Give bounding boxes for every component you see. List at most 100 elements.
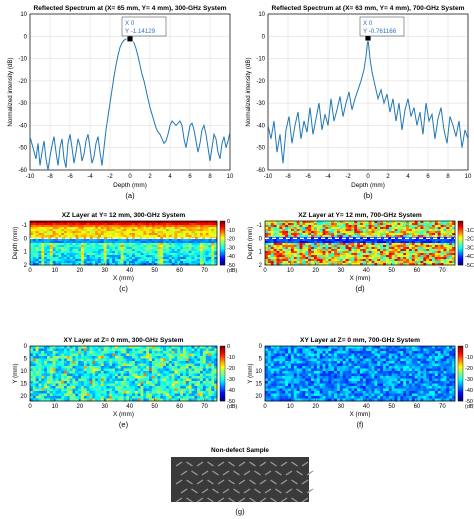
heatmap-cell bbox=[183, 383, 187, 387]
heatmap-cell bbox=[394, 247, 398, 250]
axes-frame bbox=[29, 345, 218, 402]
heatmap-cell bbox=[208, 363, 212, 367]
heatmap-cell bbox=[35, 241, 39, 244]
heatmap-cell bbox=[100, 346, 105, 349]
heatmap-cell bbox=[270, 221, 275, 224]
heatmap-cell bbox=[339, 261, 344, 264]
heatmap-cell bbox=[411, 351, 416, 354]
colorbar-segment bbox=[458, 253, 463, 256]
heatmap-cell bbox=[157, 245, 161, 248]
heatmap-cell bbox=[115, 351, 119, 354]
heatmap-cell bbox=[197, 381, 201, 384]
heatmap-cell bbox=[81, 223, 85, 226]
heatmap-cell bbox=[151, 351, 156, 354]
heatmap-cell bbox=[69, 257, 73, 260]
heatmap-cell bbox=[434, 346, 439, 349]
colorbar-segment bbox=[220, 369, 225, 372]
heatmap-cell bbox=[64, 378, 68, 382]
heatmap-cell bbox=[285, 223, 289, 226]
heatmap-cell bbox=[100, 378, 105, 382]
heatmap-cell bbox=[431, 241, 436, 244]
heatmap-cell bbox=[61, 255, 65, 258]
heatmap-cell bbox=[357, 255, 361, 258]
heatmap-cell bbox=[64, 346, 68, 349]
heatmap-cell bbox=[109, 346, 113, 349]
axes-frame bbox=[264, 220, 456, 266]
heatmap-cell bbox=[311, 247, 315, 250]
heatmap-cell bbox=[205, 231, 209, 234]
heatmap-cell bbox=[47, 398, 51, 402]
heatmap-cell bbox=[417, 245, 421, 248]
y-tick-label: -10 bbox=[18, 57, 27, 63]
heatmap-cell bbox=[446, 227, 450, 230]
heatmap-cell bbox=[140, 361, 144, 364]
heatmap-cell bbox=[276, 346, 280, 349]
heatmap-cell bbox=[180, 388, 184, 392]
heatmap-cell bbox=[362, 223, 367, 226]
heatmap-cell bbox=[157, 381, 161, 384]
heatmap-cell bbox=[100, 223, 105, 226]
heatmap-cell bbox=[431, 225, 436, 228]
heatmap-cell bbox=[49, 358, 54, 362]
heatmap-cell bbox=[109, 223, 113, 226]
heatmap-cell bbox=[420, 231, 424, 234]
heatmap-cell bbox=[288, 243, 292, 246]
heatmap-cell bbox=[95, 381, 99, 384]
heatmap-cell bbox=[140, 231, 144, 234]
heatmap-cell bbox=[368, 346, 372, 349]
heatmap-cell bbox=[276, 251, 280, 254]
heatmap-cell bbox=[197, 247, 201, 250]
heatmap-cell bbox=[383, 221, 387, 224]
colorbar-segment bbox=[220, 263, 225, 266]
heatmap-cell bbox=[360, 251, 364, 254]
heatmap-cell bbox=[168, 257, 173, 260]
heatmap-cell bbox=[140, 259, 144, 262]
heatmap-cell bbox=[103, 383, 107, 387]
heatmap-cell bbox=[44, 223, 48, 226]
heatmap-cell bbox=[168, 233, 173, 236]
heatmap-cell bbox=[89, 245, 93, 248]
heatmap-cell bbox=[449, 241, 453, 244]
heatmap-cell bbox=[137, 353, 141, 357]
heatmap-cell bbox=[160, 239, 164, 242]
heatmap-cell bbox=[137, 361, 141, 364]
heatmap-cell bbox=[38, 361, 42, 364]
heatmap-cell bbox=[351, 235, 355, 238]
heatmap-cell bbox=[95, 391, 99, 394]
heatmap-cell bbox=[98, 358, 102, 362]
heatmap-cell bbox=[69, 358, 73, 362]
heatmap-cell bbox=[151, 371, 156, 374]
heatmap-cell bbox=[397, 255, 401, 258]
heatmap-cell bbox=[106, 241, 110, 244]
heatmap-cell bbox=[180, 241, 184, 244]
colorbar-tick-label: -20 bbox=[227, 366, 235, 372]
heatmap-cell bbox=[177, 368, 181, 372]
heatmap-cell bbox=[95, 371, 99, 374]
heatmap-cell bbox=[95, 257, 99, 260]
heatmap-cell bbox=[380, 251, 384, 254]
heatmap-cell bbox=[83, 371, 88, 374]
heatmap-cell bbox=[61, 239, 65, 242]
heatmap-cell bbox=[120, 396, 124, 399]
heatmap-cell bbox=[89, 376, 93, 379]
heatmap-cell bbox=[166, 237, 170, 240]
heatmap-cell bbox=[423, 353, 427, 357]
heatmap-cell bbox=[316, 249, 321, 252]
heatmap-cell bbox=[44, 393, 48, 397]
heatmap-cell bbox=[180, 391, 184, 394]
heatmap-cell bbox=[391, 356, 395, 359]
heatmap-cell bbox=[52, 257, 56, 260]
heatmap-cell bbox=[285, 255, 289, 258]
heatmap-cell bbox=[44, 363, 48, 367]
heatmap-cell bbox=[140, 233, 144, 236]
heatmap-cell bbox=[83, 257, 88, 260]
heatmap-cell bbox=[194, 225, 198, 228]
heatmap-cell bbox=[78, 348, 82, 352]
heatmap-cell bbox=[98, 376, 102, 379]
heatmap-cell bbox=[69, 353, 73, 357]
heatmap-cell bbox=[49, 231, 54, 234]
heatmap-cell bbox=[180, 223, 184, 226]
heatmap-cell bbox=[397, 249, 401, 252]
heatmap-cell bbox=[185, 257, 190, 260]
heatmap-cell bbox=[371, 253, 375, 256]
